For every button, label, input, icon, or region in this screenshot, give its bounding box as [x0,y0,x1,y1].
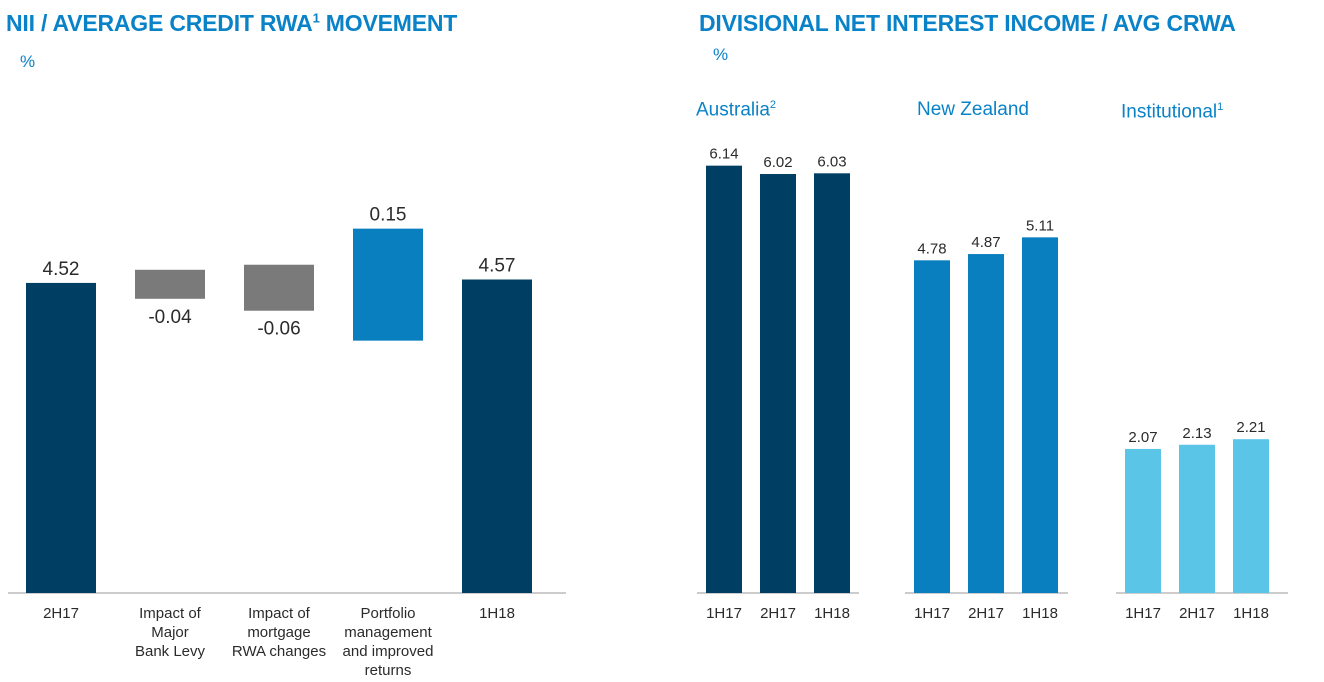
divisional-value-label-0-1: 6.02 [763,154,792,171]
waterfall-category-line-3-2: and improved [343,643,434,660]
waterfall-category-line-3-0: Portfolio [360,605,415,622]
waterfall-value-label-3: 0.15 [370,205,407,226]
waterfall-category-line-3-1: management [344,624,432,641]
divisional-category-label-0-2: 1H18 [814,605,850,622]
divisional-category-label-2-0: 1H17 [1125,605,1161,622]
waterfall-value-label-0: 4.52 [43,259,80,280]
divisional-category-label-1-1: 2H17 [968,605,1004,622]
divisional-bar-1-1 [968,254,1004,593]
divisional-bar-0-1 [760,174,796,593]
waterfall-category-line-2-0: Impact of [248,605,311,622]
division-label-institutional-sup: 1 [1217,101,1224,113]
divisional-category-label-0-1: 2H17 [760,605,796,622]
divisional-category-label-0-0: 1H17 [706,605,742,622]
left-chart-unit: % [20,52,36,71]
divisional-bar-1-0 [914,260,950,593]
division-label-institutional: Institutional1 [1121,101,1223,123]
divisional-chart: 6.14 1H17 6.02 2H17 6.03 1H18 4.78 1H17 4.87 2H17… [697,146,1288,622]
divisional-bar-0-0 [706,165,742,593]
waterfall-category-line-3-3: returns [365,662,412,679]
divisional-value-label-1-1: 4.87 [971,234,1000,251]
divisional-value-label-1-0: 4.78 [917,240,946,257]
right-chart-unit: % [713,45,729,64]
waterfall-bar-4 [462,279,532,593]
waterfall-category-line-2-2: RWA changes [232,643,326,660]
divisional-bar-2-0 [1125,448,1161,593]
divisional-value-label-1-2: 5.11 [1026,217,1054,234]
division-label-institutional-text: Institutional [1121,101,1218,123]
waterfall-value-label-4: 4.57 [479,255,516,276]
waterfall-category-label-0: 2H17 [43,605,79,622]
divisional-value-label-0-2: 6.03 [817,153,846,170]
division-label-australia-sup: 2 [769,99,777,111]
divisional-value-label-2-0: 2.07 [1128,429,1157,446]
divisional-value-label-0-0: 6.14 [709,146,738,163]
division-label-new-zealand-text: New Zealand [917,99,1029,120]
waterfall-bar-1 [135,269,205,299]
division-label-new-zealand: New Zealand [917,99,1029,121]
division-label-australia: Australia2 [696,99,776,121]
waterfall-category-label-1: Impact of Major Bank Levy [135,605,206,660]
waterfall-chart: 4.52 2H17 -0.04 Impact of Major Bank Levy -0.0… [8,205,566,679]
left-chart-title: NII / AVERAGE CREDIT RWA1 MOVEMENT [6,10,457,37]
divisional-category-label-1-2: 1H18 [1022,605,1058,622]
division-label-australia-text: Australia [696,99,770,121]
divisional-value-label-2-2: 2.21 [1236,419,1265,436]
divisional-bar-2-1 [1179,444,1215,593]
waterfall-bar-2 [244,264,314,311]
waterfall-value-label-1: -0.04 [148,307,192,328]
divisional-value-label-2-1: 2.13 [1182,425,1211,442]
left-chart-title-text: NII / AVERAGE CREDIT RWA [6,10,313,36]
left-chart-title-sup: 1 [312,10,320,26]
divisional-bar-2-2 [1233,439,1269,593]
waterfall-bar-3 [353,228,423,341]
divisional-bar-0-2 [814,173,850,593]
divisional-category-label-1-0: 1H17 [914,605,950,622]
waterfall-value-label-2: -0.06 [257,319,300,340]
waterfall-category-label-2: Impact of mortgage RWA changes [232,605,326,660]
waterfall-category-line-4-0: 1H18 [479,605,515,622]
left-chart-title-suffix: MOVEMENT [319,10,458,36]
waterfall-bar-0 [26,282,96,593]
waterfall-category-line-1-1: Major [151,624,189,641]
divisional-category-label-2-1: 2H17 [1179,605,1215,622]
right-chart-title: DIVISIONAL NET INTEREST INCOME / AVG CRW… [699,10,1236,36]
divisional-bar-1-2 [1022,237,1058,593]
divisional-category-label-2-2: 1H18 [1233,605,1269,622]
waterfall-category-label-4: 1H18 [479,605,515,622]
waterfall-category-line-1-0: Impact of [139,605,202,622]
waterfall-category-label-3: Portfolio management and improved returns [343,605,434,679]
waterfall-category-line-0-0: 2H17 [43,605,79,622]
waterfall-category-line-2-1: mortgage [247,624,310,641]
waterfall-category-line-1-2: Bank Levy [135,643,206,660]
